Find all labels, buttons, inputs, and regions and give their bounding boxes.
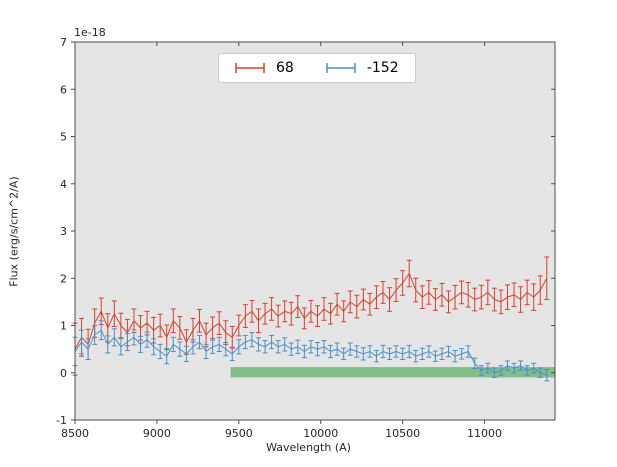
svg-text:4: 4	[60, 178, 67, 191]
errorbar-glyph-red	[235, 63, 265, 73]
svg-text:-1: -1	[56, 414, 67, 427]
band-region	[230, 367, 555, 378]
svg-text:10500: 10500	[385, 427, 420, 440]
y-axis-offset-text: 1e-18	[74, 26, 106, 39]
y-ticks	[71, 41, 555, 421]
svg-text:8500: 8500	[61, 427, 89, 440]
svg-text:6: 6	[60, 83, 67, 96]
svg-text:9000: 9000	[143, 427, 171, 440]
svg-text:11000: 11000	[467, 427, 502, 440]
svg-text:2: 2	[60, 272, 67, 285]
x-ticks	[74, 42, 486, 424]
plot-background	[75, 42, 555, 420]
legend: 68 -152	[218, 53, 416, 83]
svg-text:9500: 9500	[225, 427, 253, 440]
legend-label-68: 68	[276, 60, 294, 76]
x-axis-label: Wavelength (A)	[266, 441, 351, 454]
y-tick-labels: -1 0 1 2 3 4 5 6 7	[56, 36, 67, 427]
legend-entry-minus152: -152	[324, 59, 399, 77]
y-axis-label: Flux (erg/s/cm^2/A)	[7, 176, 21, 287]
svg-text:3: 3	[60, 225, 67, 238]
svg-text:5: 5	[60, 131, 67, 144]
legend-label-minus152: -152	[366, 60, 399, 76]
x-tick-labels: 8500 9000 9500 10000 10500 11000	[61, 427, 502, 440]
svg-text:0: 0	[60, 367, 67, 380]
svg-text:10000: 10000	[303, 427, 338, 440]
legend-entry-68: 68	[233, 59, 294, 77]
svg-text:7: 7	[60, 36, 67, 49]
svg-text:1: 1	[60, 320, 67, 333]
errorbar-glyph-blue	[326, 63, 356, 73]
